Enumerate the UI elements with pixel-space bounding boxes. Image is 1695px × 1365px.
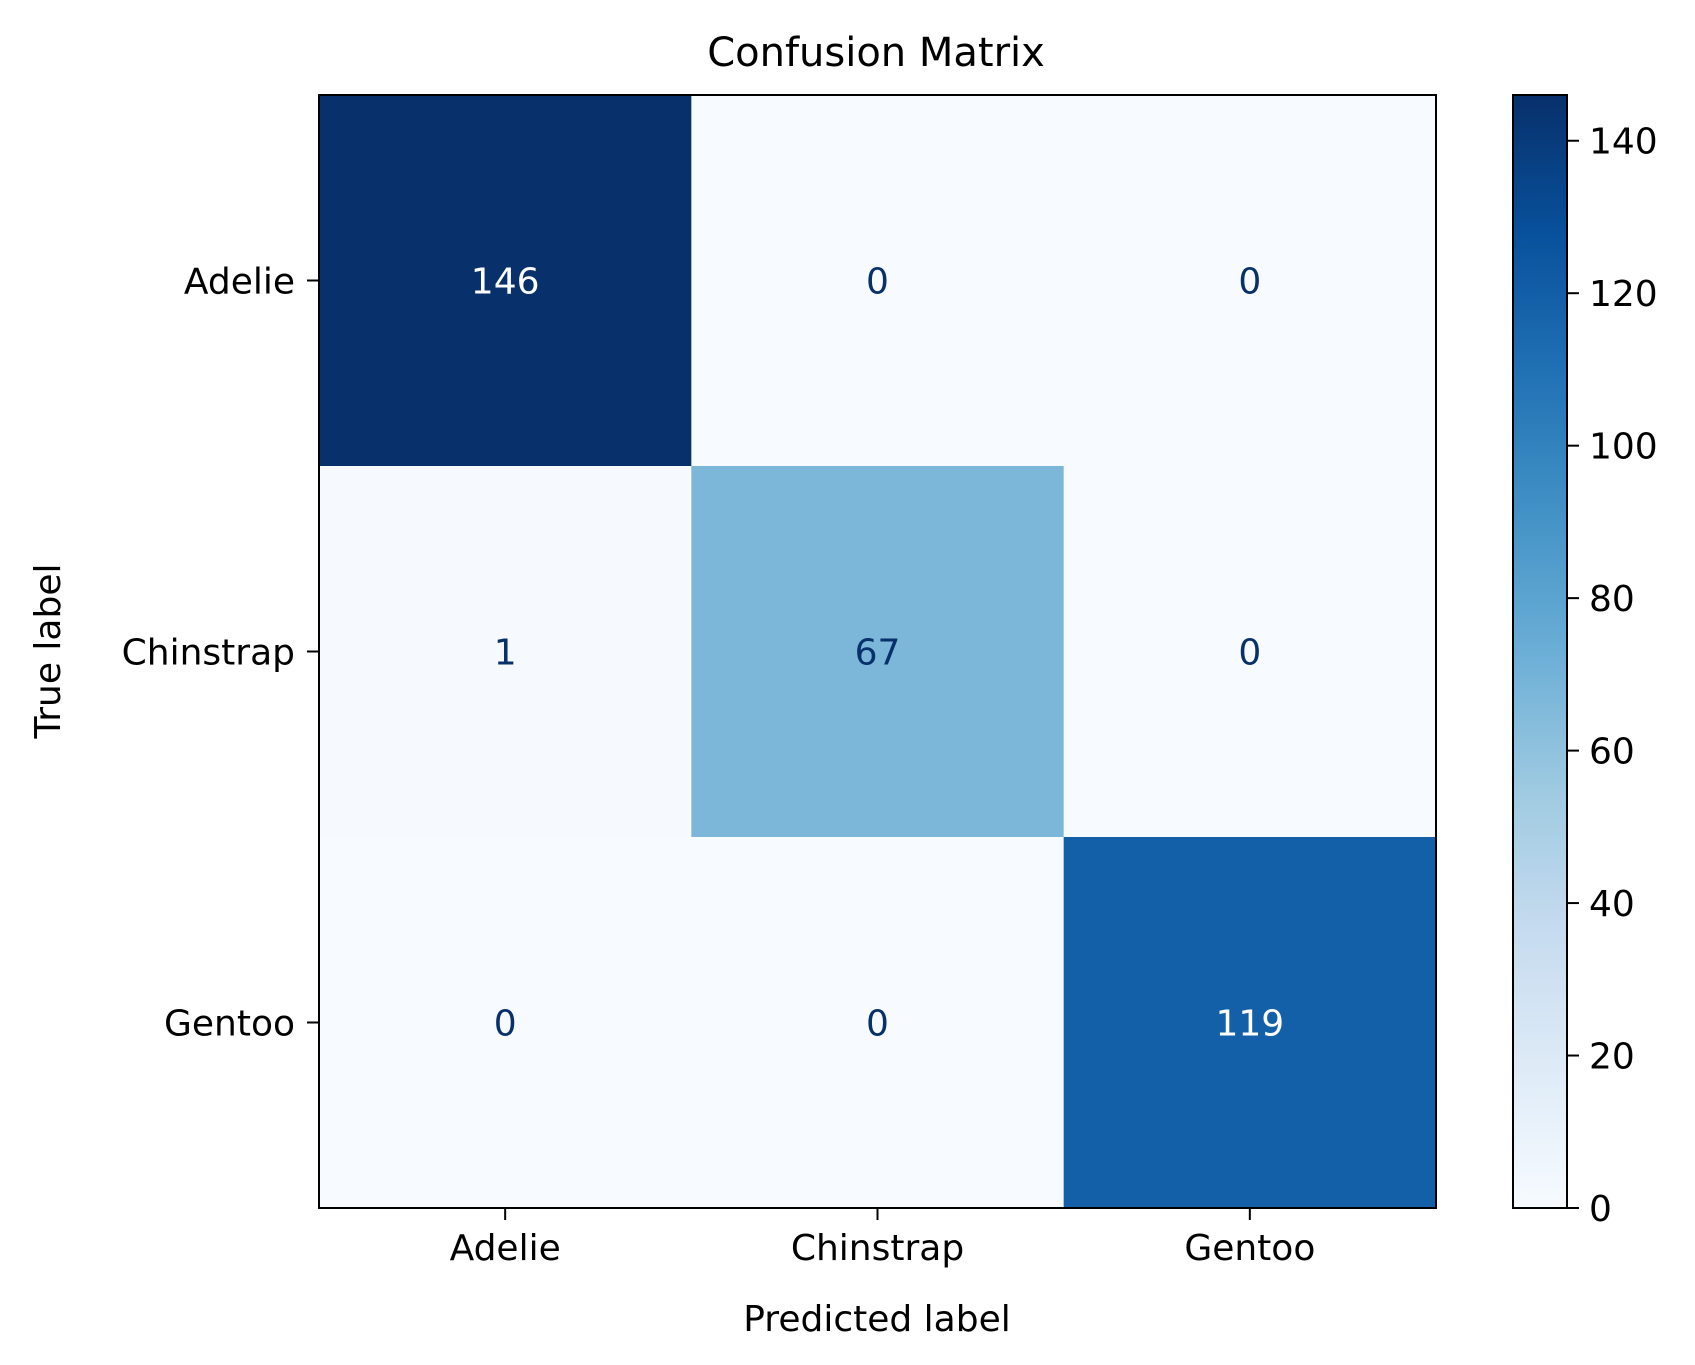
heatmap-cell-2-1 (691, 837, 1065, 1209)
heatmap-cell-0-1 (691, 95, 1065, 467)
cell-value-label: 0 (494, 1004, 517, 1045)
heatmap-cell-labels: 146 0 0 1 67 0 0 0 119 (471, 262, 1284, 1045)
x-axis-label: Predicted label (743, 1299, 1011, 1340)
y-axis-ticks: Adelie Chinstrap Gentoo (122, 262, 319, 1045)
cell-value-label: 0 (866, 262, 889, 303)
colorbar-tick-label: 60 (1589, 732, 1635, 773)
cell-value-label: 1 (494, 633, 517, 674)
colorbar-tick-label: 20 (1589, 1037, 1635, 1078)
x-tick-label: Gentoo (1184, 1228, 1315, 1269)
chart-title: Confusion Matrix (707, 30, 1045, 76)
colorbar-tick-label: 0 (1589, 1189, 1612, 1230)
x-tick-label: Chinstrap (791, 1228, 964, 1269)
heatmap-cell-1-0 (319, 466, 692, 838)
y-tick-label: Adelie (184, 262, 295, 303)
colorbar-tick-label: 100 (1589, 427, 1658, 468)
heatmap-cell-2-0 (319, 837, 692, 1209)
colorbar-tick-label: 80 (1589, 579, 1635, 620)
colorbar-tick-label: 120 (1589, 274, 1658, 315)
cell-value-label: 119 (1215, 1004, 1284, 1045)
x-axis-ticks: Adelie Chinstrap Gentoo (450, 1208, 1315, 1269)
heatmap-cell-0-0 (319, 95, 692, 467)
cell-value-label: 0 (1238, 633, 1261, 674)
cell-value-label: 146 (471, 262, 540, 303)
colorbar (1512, 94, 1568, 1209)
heatmap-cells (319, 95, 1437, 1209)
x-tick-label: Adelie (450, 1228, 561, 1269)
cell-value-label: 0 (866, 1004, 889, 1045)
colorbar-ticks: 0 20 40 60 80 100 120 140 (1567, 122, 1658, 1230)
y-tick-label: Gentoo (164, 1004, 295, 1045)
cell-value-label: 67 (855, 633, 901, 674)
cell-value-label: 0 (1238, 262, 1261, 303)
heatmap-cell-1-1 (691, 466, 1065, 838)
y-tick-label: Chinstrap (122, 633, 295, 674)
heatmap-cell-2-2 (1063, 837, 1437, 1209)
colorbar-tick-label: 140 (1589, 122, 1658, 163)
y-axis-label: True label (28, 564, 69, 740)
heatmap-cell-0-2 (1063, 95, 1437, 467)
heatmap-cell-1-2 (1063, 466, 1437, 838)
colorbar-tick-label: 40 (1589, 884, 1635, 925)
